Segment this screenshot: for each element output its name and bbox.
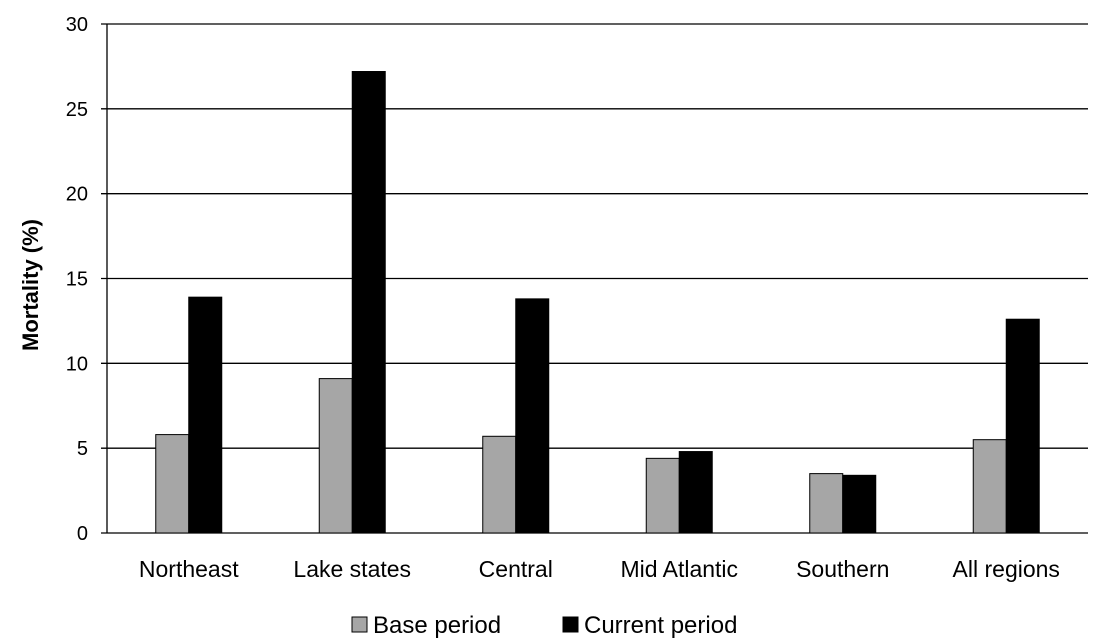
x-tick-label: Northeast — [139, 556, 239, 582]
y-tick-label: 30 — [66, 14, 88, 36]
bar-current-period — [188, 296, 223, 534]
legend: Base period Current period — [351, 612, 737, 639]
y-tick-label: 15 — [66, 269, 88, 291]
bar-base-period — [809, 473, 844, 534]
y-axis-title: Mortality (%) — [18, 219, 43, 351]
bar-current-period — [351, 71, 386, 534]
x-tick-label: Mid Atlantic — [620, 556, 738, 582]
bar-current-period — [515, 298, 550, 534]
bar-current-period — [678, 451, 713, 534]
bar-base-period — [482, 435, 517, 534]
y-tick-label: 5 — [77, 438, 88, 460]
x-tick-label: Southern — [796, 556, 889, 582]
bar-base-period — [645, 457, 680, 534]
legend-label: Base period — [373, 612, 501, 639]
x-tick-label: Central — [479, 556, 553, 582]
bar-base-period — [155, 434, 190, 534]
legend-swatch — [562, 616, 579, 633]
bar-current-period — [842, 474, 877, 534]
legend-label: Current period — [584, 612, 737, 639]
y-tick-label: 0 — [77, 523, 88, 545]
bar-base-period — [972, 439, 1007, 534]
legend-swatch — [351, 616, 368, 633]
y-tick-label: 20 — [66, 184, 88, 206]
y-tick-label: 25 — [66, 99, 88, 121]
x-tick-label: Lake states — [293, 556, 411, 582]
bar-current-period — [1005, 318, 1040, 534]
y-tick-label: 10 — [66, 353, 88, 375]
bar-base-period — [318, 378, 353, 534]
x-tick-label: All regions — [953, 556, 1060, 582]
